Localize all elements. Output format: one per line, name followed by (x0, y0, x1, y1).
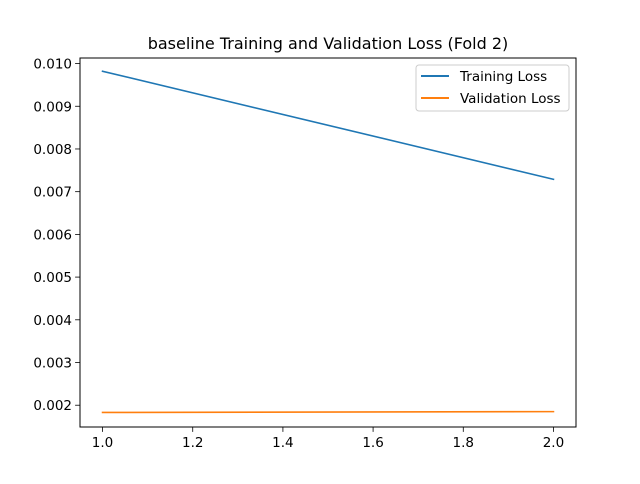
legend-label-validation-loss: Validation Loss (460, 91, 561, 107)
series-line-validation-loss (101, 410, 555, 414)
y-tick-label: 0.010 (33, 57, 72, 73)
y-axis: 0.002 0.003 0.004 0.005 0.006 0.007 0.008 0.009… (33, 57, 80, 414)
chart-title: baseline Training and Validation Loss (F… (148, 34, 509, 53)
y-tick-label: 0.004 (33, 313, 72, 329)
series-line-training-loss (101, 70, 555, 181)
series-lines (101, 70, 555, 414)
x-axis: 1.0 1.2 1.4 1.6 1.8 2.0 (92, 427, 564, 451)
x-tick-label: 1.8 (453, 435, 474, 451)
x-tick-label: 1.2 (182, 435, 203, 451)
y-tick-label: 0.005 (33, 270, 72, 286)
legend: Training Loss Validation Loss (415, 64, 570, 112)
y-tick-label: 0.009 (33, 99, 72, 115)
legend-frame (415, 64, 570, 112)
x-tick-label: 1.6 (362, 435, 383, 451)
y-tick-label: 0.008 (33, 142, 72, 158)
legend-label-training-loss: Training Loss (459, 69, 547, 85)
x-tick-label: 1.0 (92, 435, 113, 451)
y-tick-label: 0.002 (33, 398, 72, 414)
x-tick-label: 1.4 (272, 435, 293, 451)
y-tick-label: 0.006 (33, 227, 72, 243)
plot-area (79, 57, 577, 428)
y-tick-label: 0.003 (33, 356, 72, 372)
x-tick-label: 2.0 (543, 435, 564, 451)
y-tick-label: 0.007 (33, 185, 72, 201)
